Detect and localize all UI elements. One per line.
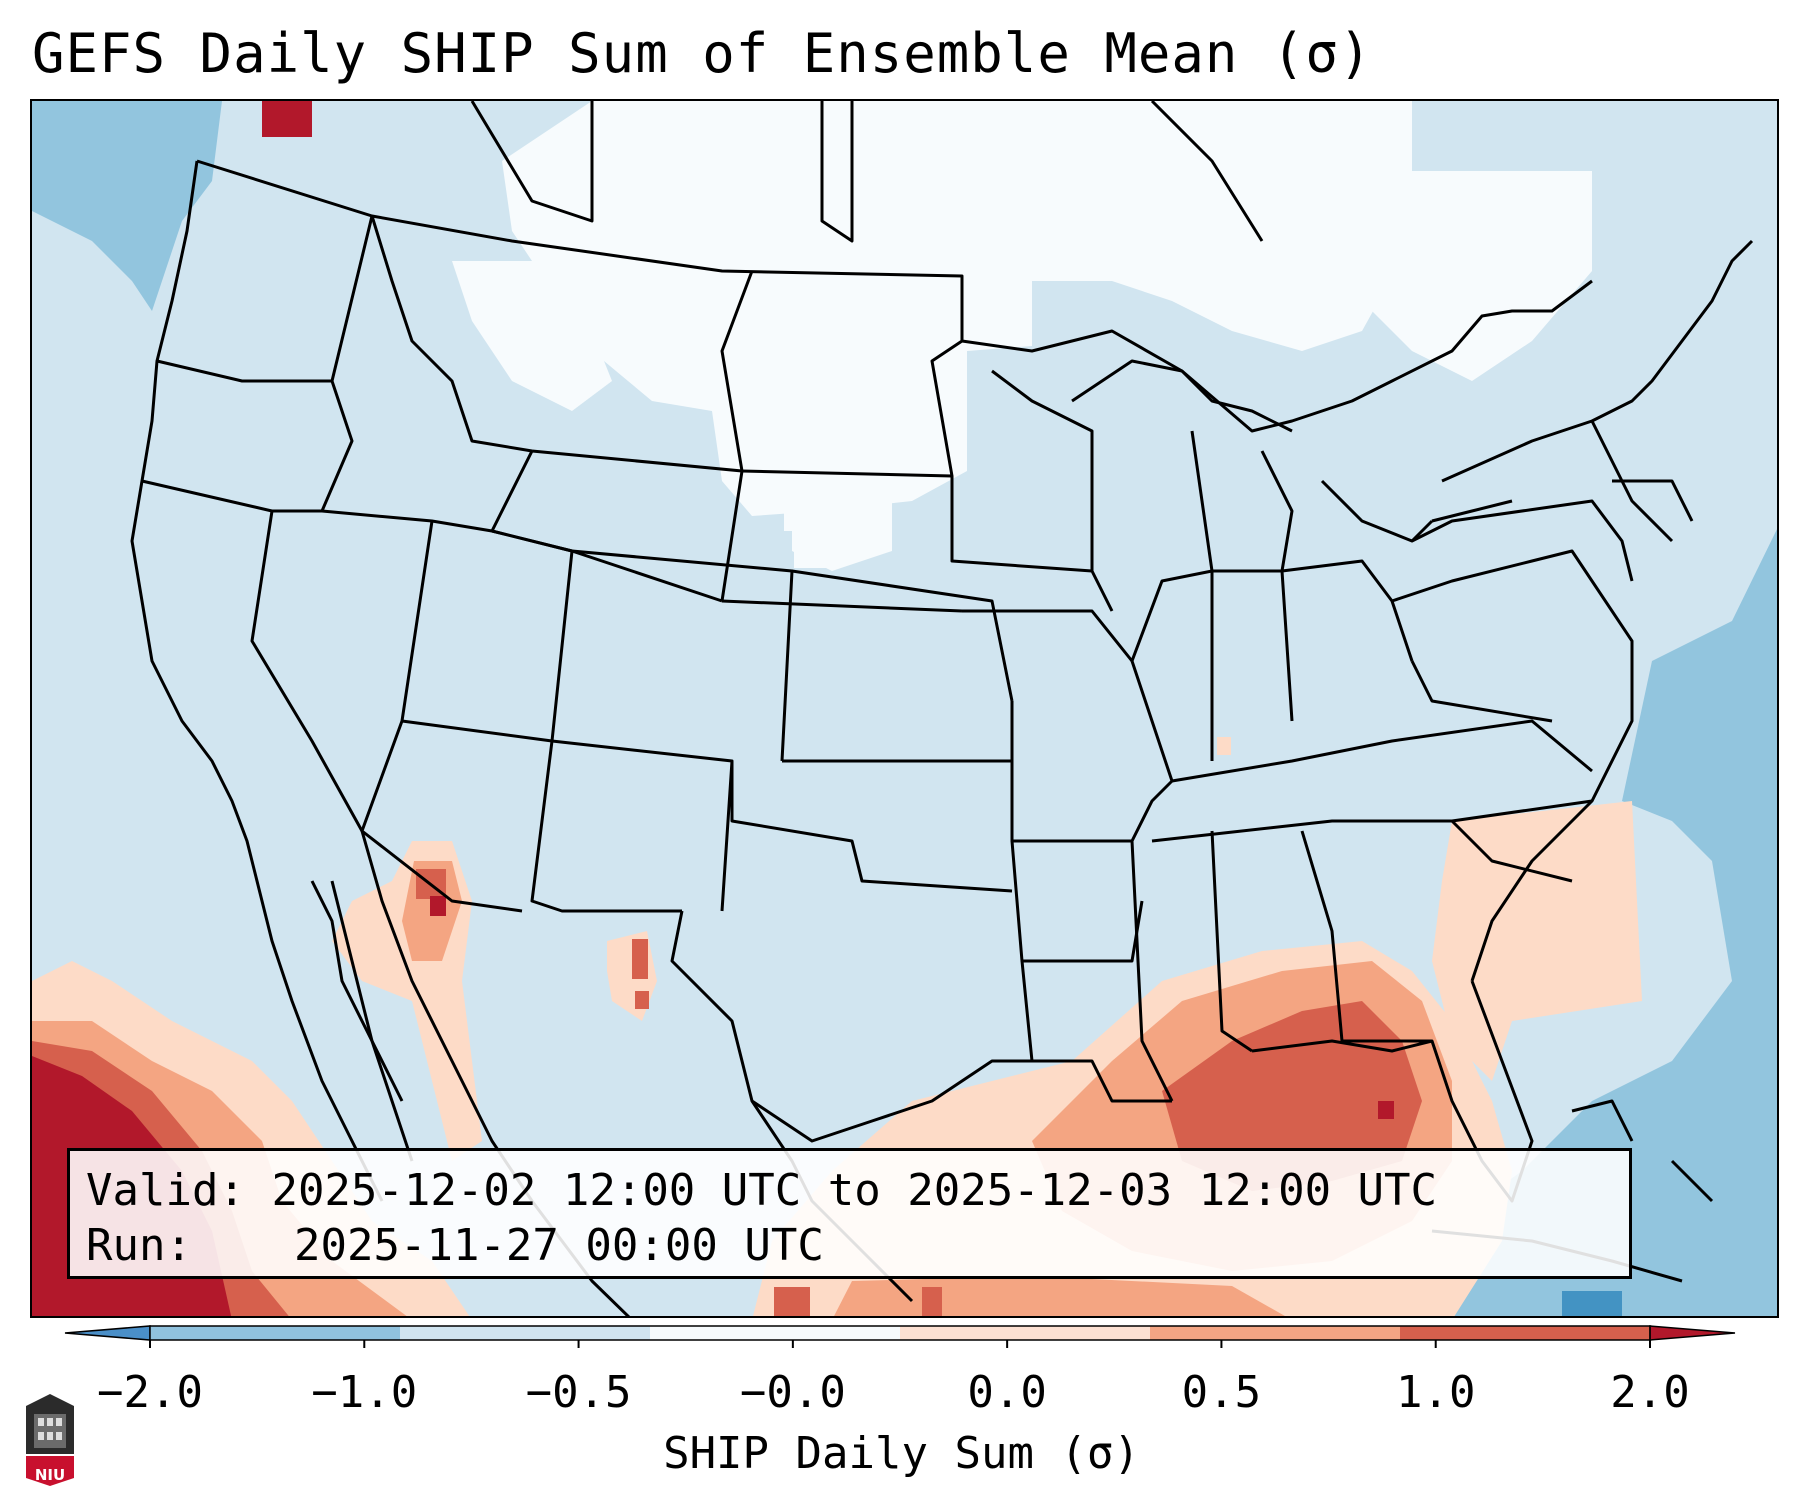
colorbar <box>64 1325 1736 1348</box>
colorbar-tick-label: −1.0 <box>311 1367 418 1418</box>
colorbar-tick-label: 0.5 <box>1181 1367 1262 1418</box>
colorbar-tick-label: 0.0 <box>967 1367 1047 1418</box>
valid-value: 2025-12-02 12:00 UTC to 2025-12-03 12:00… <box>271 1165 1438 1216</box>
gulf-positive-strong <box>1162 1001 1422 1191</box>
northern-plains-near-zero <box>502 101 1032 516</box>
niu-logo: NIU <box>22 1392 78 1488</box>
montana-near-zero <box>452 261 612 411</box>
colorbar-tick-label: 2.0 <box>1610 1367 1690 1418</box>
bc-coast-max <box>262 101 312 137</box>
colorbar-segment <box>1400 1326 1651 1340</box>
nw-pacific-negative <box>32 101 222 311</box>
colorbar-tick-label: −2.0 <box>97 1367 203 1418</box>
quebec-near-zero <box>1312 171 1592 381</box>
colorbar-segment <box>400 1326 651 1340</box>
gulf-south-cell-2 <box>922 1287 942 1316</box>
colorbar-segment <box>650 1326 901 1340</box>
logo-text: NIU <box>34 1466 66 1484</box>
gulf-max-cell <box>1378 1101 1394 1119</box>
tx-positive-strong-2 <box>635 991 649 1009</box>
colorbar-label: SHIP Daily Sum (σ) <box>663 1428 1140 1479</box>
colorbar-tick-label: 1.0 <box>1395 1367 1476 1418</box>
sd-near-zero-patch <box>784 496 824 531</box>
ne-near-zero-patch <box>794 533 834 568</box>
atlantic-negative <box>1432 529 1777 1316</box>
gulf-south-cell <box>774 1287 810 1316</box>
colorbar-segment <box>900 1326 1151 1340</box>
colorbar-segment <box>150 1326 401 1340</box>
valid-row: Valid: 2025-12-02 12:00 UTC to 2025-12-0… <box>86 1163 1613 1218</box>
valid-run-info-box: Valid: 2025-12-02 12:00 UTC to 2025-12-0… <box>67 1148 1632 1279</box>
logo-graphic <box>26 1394 74 1486</box>
map-canvas <box>32 101 1777 1316</box>
tx-positive-strong <box>632 939 648 979</box>
run-label: Run: <box>86 1220 192 1271</box>
map-panel <box>30 99 1779 1318</box>
chart-title: GEFS Daily SHIP Sum of Ensemble Mean (σ) <box>32 22 1373 85</box>
colorbar-outline <box>149 1325 1651 1341</box>
valid-label: Valid: <box>86 1165 245 1216</box>
run-row: Run: 2025-11-27 00:00 UTC <box>86 1218 1613 1273</box>
gulf-lower-mid <box>834 1276 1285 1316</box>
caribbean-negative <box>1562 1291 1622 1316</box>
tn-positive-cell <box>1217 737 1231 755</box>
colorbar-segment <box>1150 1326 1401 1340</box>
canada-east-near-zero <box>1032 101 1412 351</box>
colorbar-tick-label: −0.0 <box>739 1367 846 1418</box>
colorbar-ticks: −2.0 −1.0 −0.5 −0.0 0.0 0.5 1.0 2.0 <box>0 1367 1803 1418</box>
colorbar-extend-max <box>1649 1325 1736 1341</box>
colorbar-tick-label: −0.5 <box>525 1367 632 1418</box>
run-value: 2025-11-27 00:00 UTC <box>294 1220 824 1271</box>
az-max-cell <box>430 896 446 916</box>
colorbar-extend-min <box>64 1325 151 1341</box>
